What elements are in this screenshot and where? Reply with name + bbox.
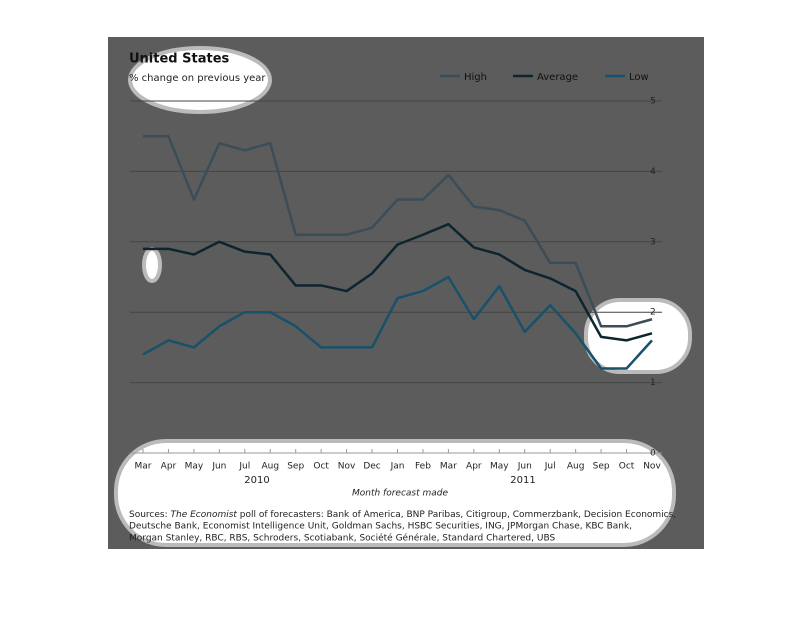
x-tick-label: May bbox=[490, 462, 509, 472]
x-tick-label: Jan bbox=[390, 462, 405, 472]
x-tick-label: Apr bbox=[466, 462, 482, 472]
year-label: 2010 bbox=[244, 475, 269, 486]
y-tick-label: 3 bbox=[650, 237, 656, 247]
year-label: 2011 bbox=[510, 475, 535, 486]
chart-title: United States bbox=[129, 52, 230, 67]
x-tick-label: Mar bbox=[135, 462, 152, 472]
y-tick-label: 5 bbox=[650, 97, 656, 107]
x-tick-label: Nov bbox=[338, 462, 356, 472]
x-tick-label: Oct bbox=[313, 462, 329, 472]
sources-text: poll of forecasters: Bank of America, BN… bbox=[237, 510, 676, 520]
x-tick-label: Sep bbox=[593, 462, 610, 472]
x-tick-label: Aug bbox=[567, 462, 585, 472]
sources-text: Deutsche Bank, Economist Intelligence Un… bbox=[129, 522, 632, 532]
x-tick-label: Oct bbox=[619, 462, 635, 472]
y-tick-label: 4 bbox=[650, 167, 656, 177]
x-tick-label: Jun bbox=[211, 462, 226, 472]
x-tick-label: Jun bbox=[517, 462, 532, 472]
x-tick-label: Nov bbox=[643, 462, 661, 472]
legend-label: Average bbox=[537, 72, 578, 83]
sources: Sources: The Economist poll of forecaste… bbox=[129, 510, 676, 520]
x-tick-label: Aug bbox=[261, 462, 279, 472]
x-tick-label: Sep bbox=[287, 462, 304, 472]
legend-label: High bbox=[464, 72, 487, 83]
x-tick-label: Jul bbox=[238, 462, 250, 472]
y-tick-label: 0 bbox=[650, 449, 656, 459]
y-tick-label: 2 bbox=[650, 308, 656, 318]
sources-text: Morgan Stanley, RBC, RBS, Schroders, Sco… bbox=[129, 533, 555, 544]
x-axis-label: Month forecast made bbox=[352, 489, 449, 499]
highlight bbox=[114, 439, 676, 547]
highlight bbox=[128, 46, 272, 114]
highlight bbox=[142, 247, 162, 283]
x-tick-label: Feb bbox=[415, 462, 431, 472]
x-tick-label: Mar bbox=[440, 462, 457, 472]
x-tick-label: Dec bbox=[363, 462, 380, 472]
legend-label: Low bbox=[629, 72, 649, 83]
sources-text: Sources: bbox=[129, 510, 171, 520]
x-tick-label: Apr bbox=[161, 462, 177, 472]
x-tick-label: Jul bbox=[544, 462, 556, 472]
x-tick-label: May bbox=[185, 462, 204, 472]
y-tick-label: 1 bbox=[650, 378, 656, 388]
line-series bbox=[142, 275, 653, 370]
sources-text: The Economist bbox=[171, 510, 238, 520]
line-series bbox=[143, 134, 653, 328]
line-series bbox=[143, 222, 653, 342]
chart-subtitle: % change on previous year bbox=[129, 73, 266, 84]
